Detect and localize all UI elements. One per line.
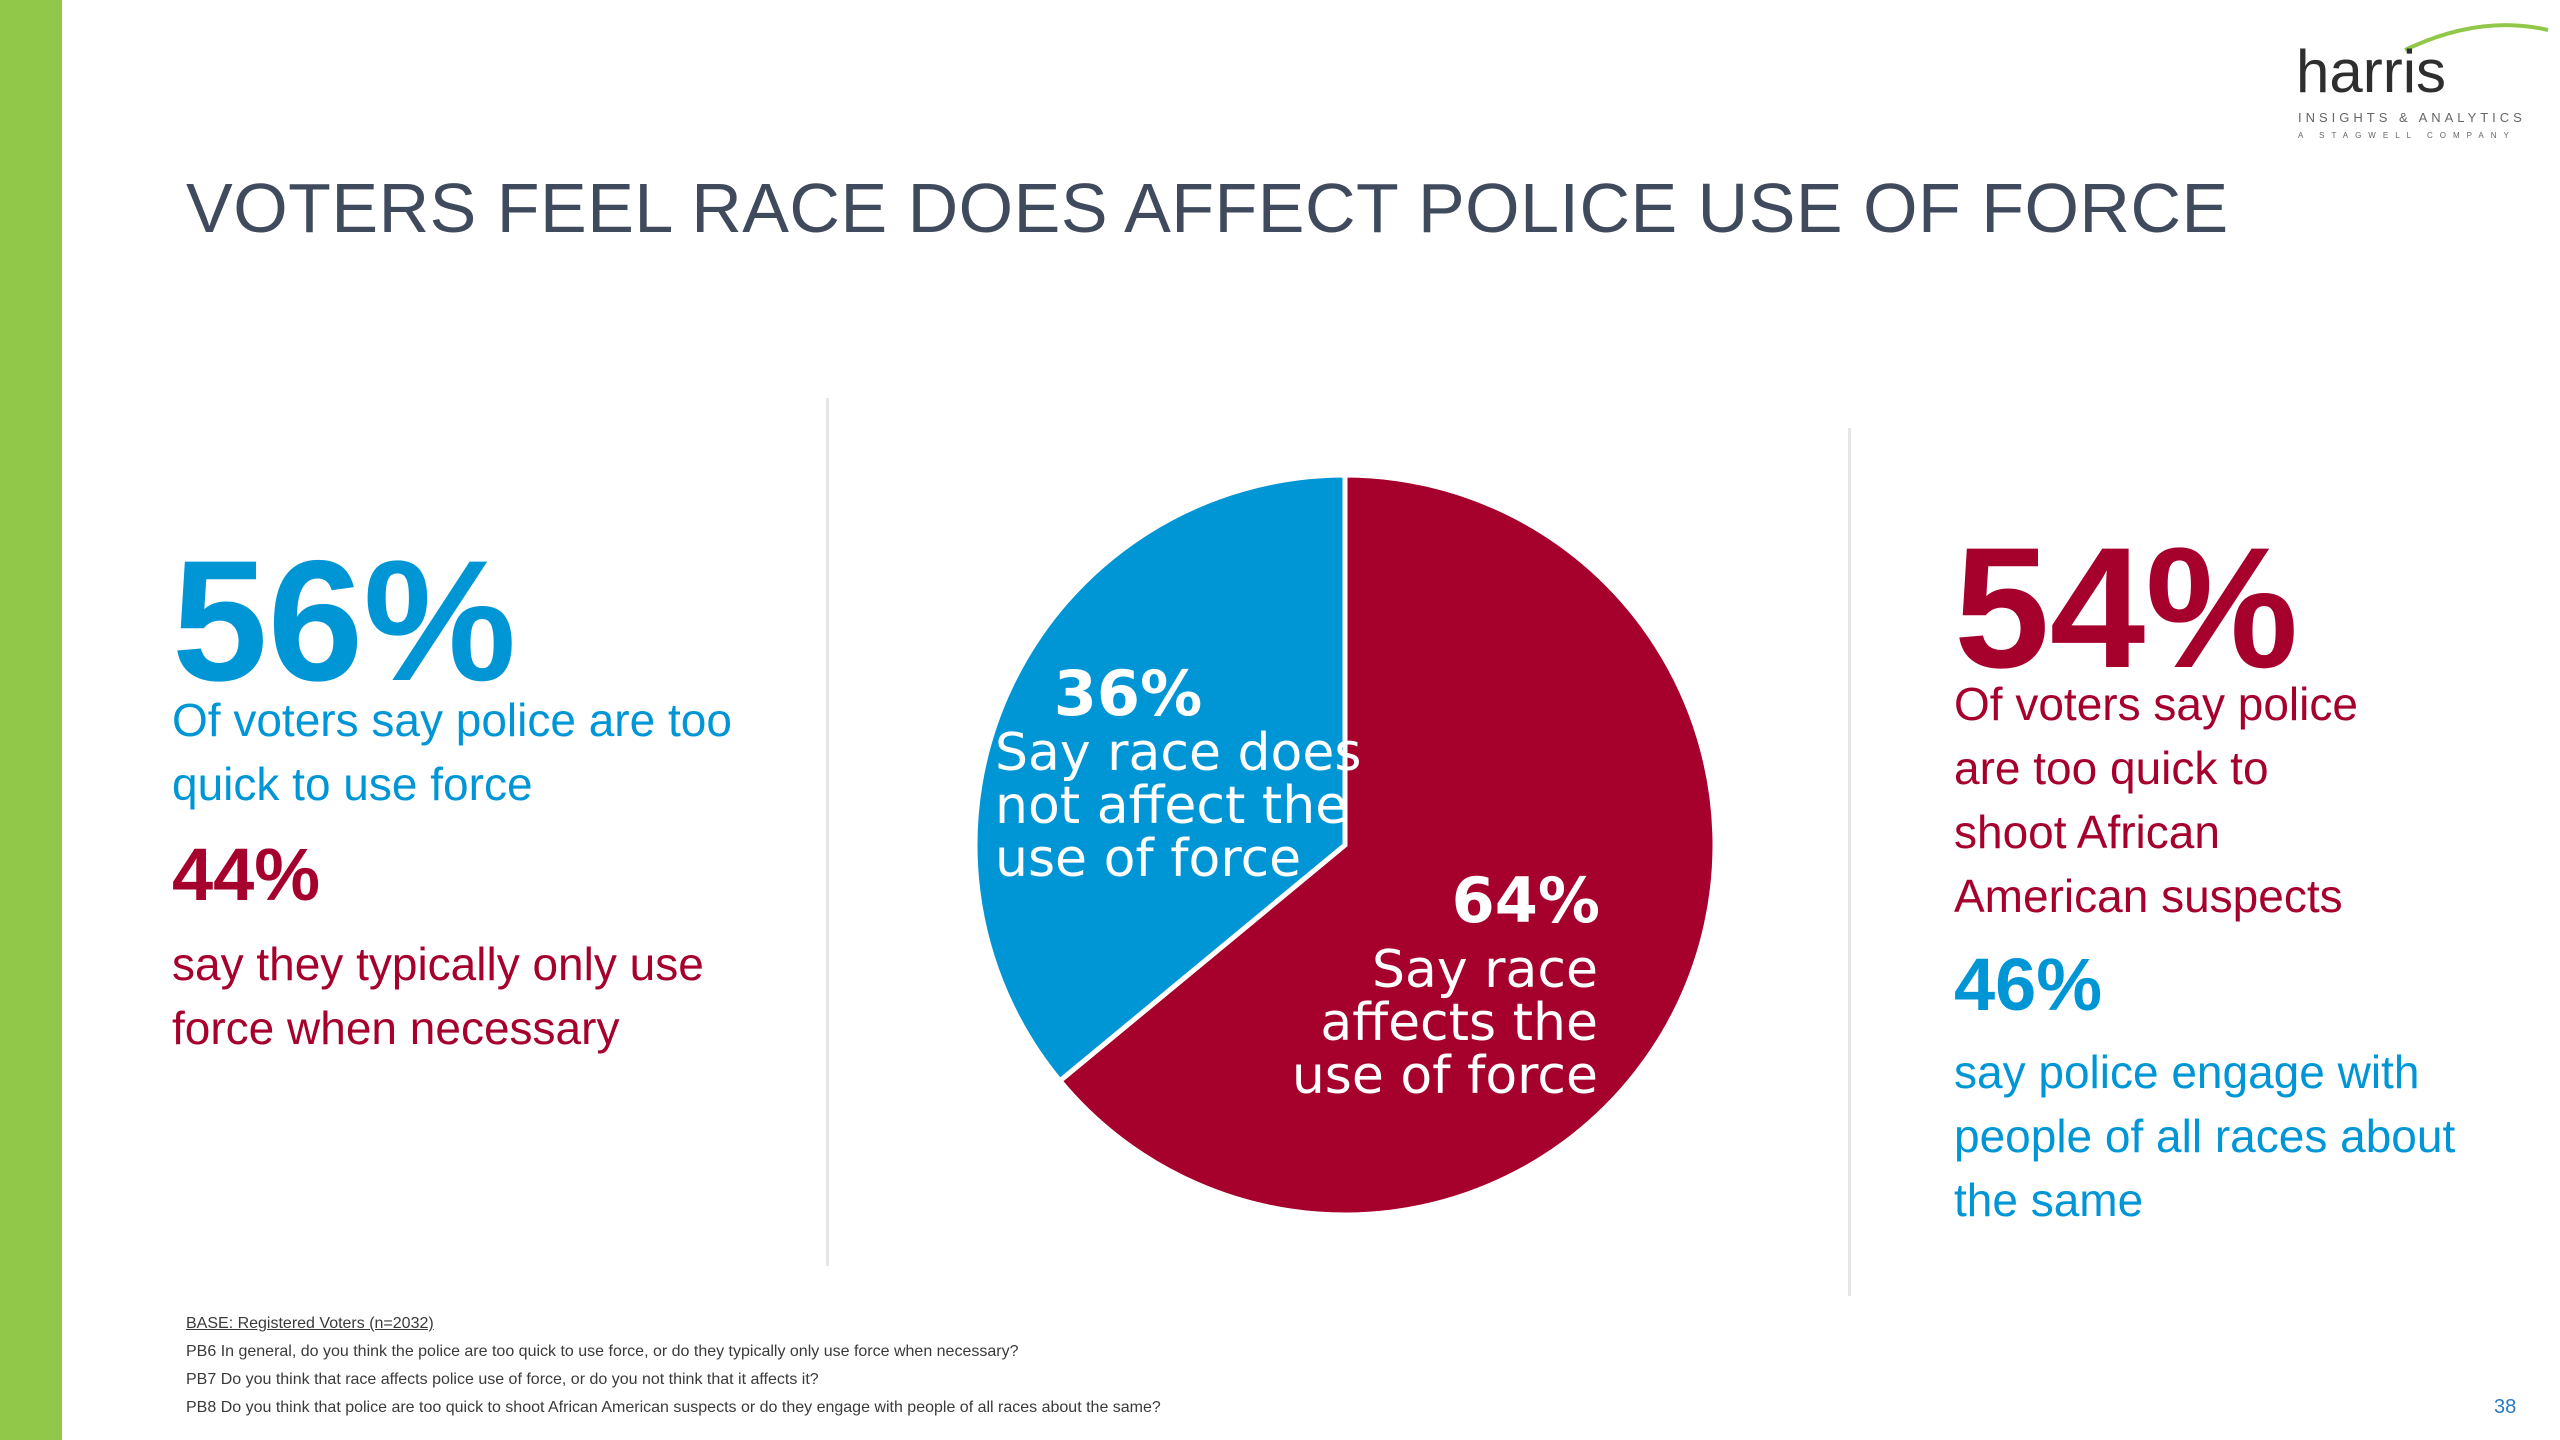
pie-slice-affects — [1056, 472, 1718, 1218]
slice-label-blue-pct: 36% — [1054, 657, 1202, 730]
logo-wordmark: harris — [2296, 38, 2447, 105]
right-divider — [1848, 428, 1851, 1296]
left-stat1-text-line1: Of voters say police are too — [172, 694, 732, 746]
left-stat1-text-line2: quick to use force — [172, 758, 533, 810]
right-stat2-text-line2: people of all races about — [1954, 1110, 2456, 1162]
logo-arc-icon — [2404, 23, 2549, 52]
right-stat2-text-line3: the same — [1954, 1174, 2144, 1226]
slice-label-red: 64% Say race affects the use of force — [1292, 864, 1600, 1106]
footnotes: BASE: Registered Voters (n=2032) PB6 In … — [186, 1310, 1161, 1422]
right-stat1-text-line2: are too quick to — [1954, 742, 2269, 794]
footnote-base: BASE: Registered Voters (n=2032) — [186, 1315, 434, 1332]
left-stat2-value: 44% — [172, 833, 321, 916]
slice-label-red-line2: affects the — [1320, 993, 1598, 1053]
pie-slice-does-not-affect — [972, 472, 1348, 1085]
logo-subline: A STAGWELL COMPANY — [2298, 131, 2516, 140]
footnote-pb8: PB8 Do you think that police are too qui… — [186, 1399, 1161, 1416]
page-number: 38 — [2494, 1396, 2517, 1418]
footnote-pb7: PB7 Do you think that race affects polic… — [186, 1371, 819, 1388]
pie-slices — [972, 472, 1718, 1218]
slice-label-blue-line1: Say race does — [995, 723, 1361, 783]
slice-label-red-line3: use of force — [1292, 1046, 1598, 1106]
right-stat1-value: 54% — [1954, 512, 2299, 704]
right-stat2-value: 46% — [1954, 943, 2103, 1026]
slice-label-blue-line2: not affect the — [995, 776, 1347, 836]
footnote-pb6: PB6 In general, do you think the police … — [186, 1343, 1019, 1360]
right-stat1-text-line4: American suspects — [1954, 870, 2343, 922]
right-stat2-text-line1: say police engage with — [1954, 1046, 2420, 1098]
page-title: VOTERS FEEL RACE DOES AFFECT POLICE USE … — [186, 169, 2229, 247]
left-stat1-value: 56% — [172, 525, 517, 717]
slice-label-blue-line3: use of force — [995, 829, 1301, 889]
slice-label-blue: 36% Say race does not affect the use of … — [995, 657, 1361, 889]
left-stat2-text-line2: force when necessary — [172, 1002, 620, 1054]
accent-bar — [0, 0, 62, 1440]
logo-tagline: INSIGHTS & ANALYTICS — [2298, 110, 2526, 125]
right-stat1-text-line3: shoot African — [1954, 806, 2220, 858]
left-divider — [826, 398, 829, 1266]
slice-label-red-pct: 64% — [1452, 864, 1600, 937]
right-stat1-text-line1: Of voters say police — [1954, 678, 2358, 730]
slice-label-red-line1: Say race — [1372, 940, 1598, 1000]
harris-logo: harris INSIGHTS & ANALYTICS A STAGWELL C… — [2290, 20, 2550, 150]
left-stat2-text-line1: say they typically only use — [172, 938, 704, 990]
